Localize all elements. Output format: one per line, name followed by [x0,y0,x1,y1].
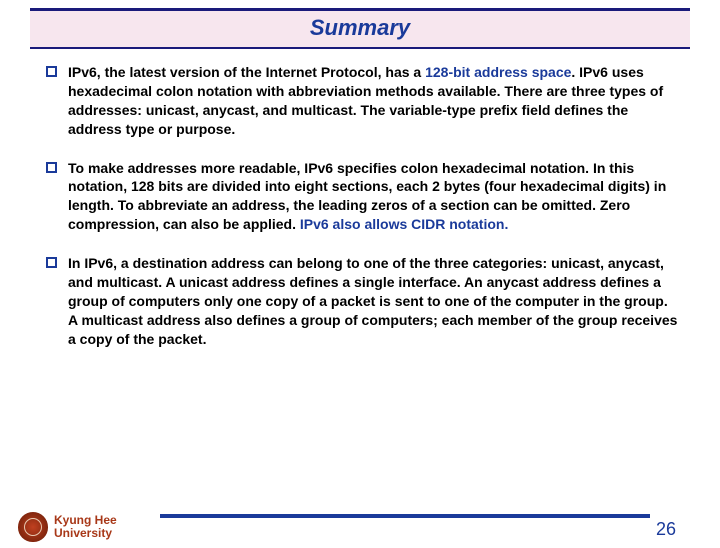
university-line2: University [54,527,117,540]
slide-title: Summary [310,15,410,40]
bullet-1-prefix: IPv6, the latest version of the Internet… [68,64,425,80]
content-area: IPv6, the latest version of the Internet… [0,49,720,349]
bullet-1-highlight: 128-bit address space [425,64,571,80]
bullet-1: IPv6, the latest version of the Internet… [40,63,680,139]
square-bullet-icon [46,66,57,77]
bullet-2: To make addresses more readable, IPv6 sp… [40,159,680,235]
footer-divider [160,514,650,518]
university-crest-icon [18,512,48,542]
university-logo-block: Kyung Hee University [18,512,117,542]
square-bullet-icon [46,162,57,173]
bullet-3: In IPv6, a destination address can belon… [40,254,680,348]
footer: Kyung Hee University 26 [0,496,720,542]
bullet-3-text: In IPv6, a destination address can belon… [68,255,677,347]
bullet-2-highlight: IPv6 also allows CIDR notation. [300,216,508,232]
page-number: 26 [656,519,676,540]
square-bullet-icon [46,257,57,268]
university-name: Kyung Hee University [54,514,117,540]
title-bar: Summary [30,8,690,49]
